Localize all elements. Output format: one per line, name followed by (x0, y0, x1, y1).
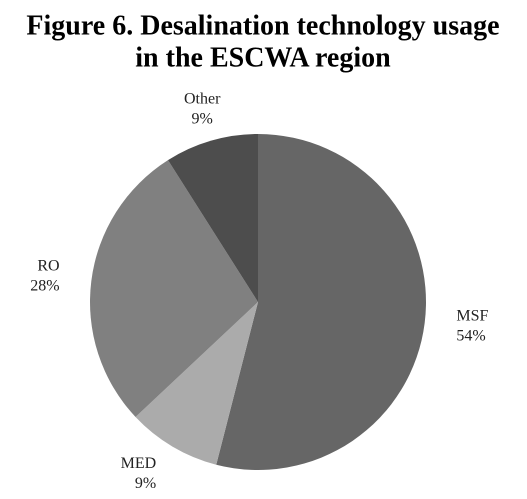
slice-label: MED (121, 455, 157, 472)
pie-slice (135, 302, 258, 465)
slice-value-label: 9% (192, 111, 213, 128)
slice-value-label: 54% (456, 328, 485, 345)
slice-value-label: 9% (135, 475, 156, 492)
slice-label: RO (37, 258, 59, 275)
slice-value-label: 28% (30, 278, 59, 295)
chart-title: in the ESCWA region (135, 42, 391, 73)
pie-slice (167, 134, 258, 302)
slice-label: MSF (456, 308, 488, 325)
pie-slice (90, 160, 258, 418)
pie-slice (216, 134, 426, 470)
slice-label: Other (184, 91, 221, 108)
chart-title: Figure 6. Desalination technology usage (26, 10, 499, 41)
